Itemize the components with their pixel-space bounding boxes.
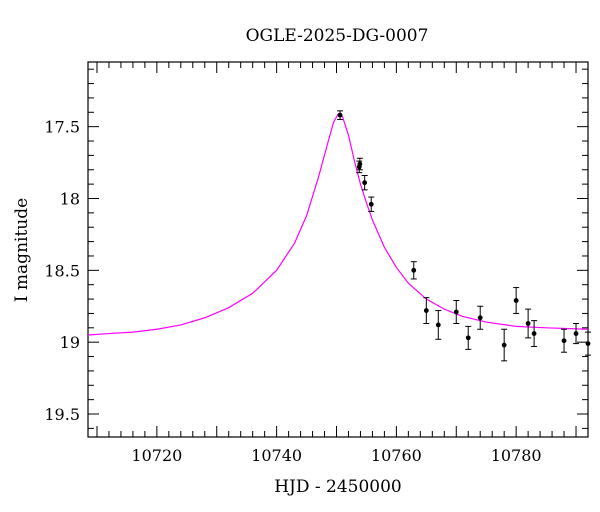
y-tick-label: 18.5 [44,261,80,280]
point-marker [561,338,567,344]
data-point [573,322,580,345]
point-marker [337,112,343,118]
data-point [410,261,417,280]
point-marker [585,341,591,347]
point-marker [573,331,579,336]
data-point [531,320,538,347]
data-point [477,305,484,330]
point-marker [465,335,471,341]
point-marker [525,321,531,326]
axis-ticks [88,62,589,437]
y-tick-label: 17.5 [44,118,80,137]
plot-frame [87,61,589,438]
point-marker [362,180,368,186]
data-point [361,175,368,191]
point-marker [531,331,537,336]
point-marker [513,298,519,303]
data-point [561,328,568,353]
data-point [356,157,363,171]
data-point [337,110,344,120]
data-point [453,300,460,324]
x-tick-label: 10740 [251,446,302,465]
y-tick-label: 18 [60,189,80,208]
data-points [337,110,591,362]
point-marker [453,309,459,315]
point-marker [368,201,374,207]
point-marker [501,342,507,348]
data-point [501,328,508,362]
data-point [435,310,442,340]
point-marker [411,267,417,273]
x-tick-label: 10780 [491,446,542,465]
point-marker [357,161,363,167]
y-axis-label: I magnitude [12,198,32,302]
x-tick-label: 10760 [371,446,422,465]
y-tick-label: 19 [60,333,80,352]
model-curve [87,112,589,336]
point-marker [477,315,483,321]
tick-labels: 10720 10740 10760 10780 17.5 18 18.5 19 19.5 [44,118,541,465]
y-tick-label: 19.5 [44,405,80,424]
data-point [465,325,472,350]
point-marker [435,322,441,328]
data-point [368,196,375,212]
point-marker [423,308,429,313]
data-point [525,308,532,339]
chart-title: OGLE-2025-DG-0007 [246,26,429,46]
data-point [585,331,591,356]
data-point [513,287,520,314]
x-axis-label: HJD - 2450000 [274,477,402,497]
data-point [423,297,430,324]
x-tick-label: 10720 [131,446,182,465]
